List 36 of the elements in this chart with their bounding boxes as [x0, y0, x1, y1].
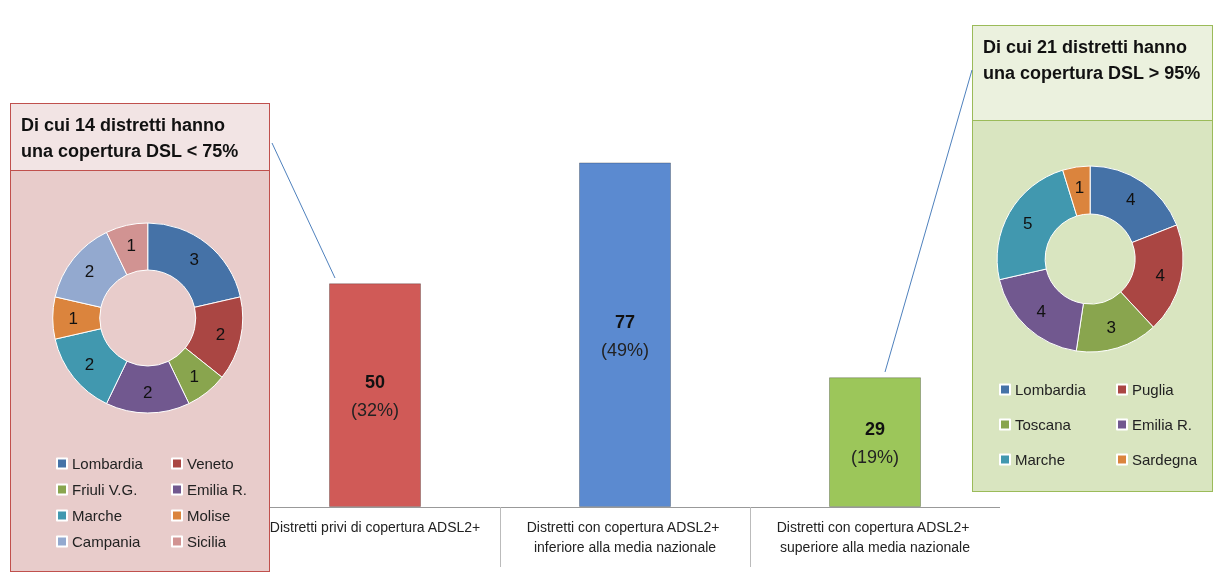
legend-label: Emilia R.	[1132, 416, 1193, 433]
data-label: 77 (49%)	[600, 311, 650, 360]
legend-label: Sicilia	[187, 533, 227, 550]
legend-label: Sardegna	[1132, 451, 1198, 468]
chart-title: Di cui 21 distretti hanno una copertura DSL > 95%	[973, 26, 1212, 121]
legend-label: Campania	[72, 533, 142, 550]
data-label: 2	[84, 262, 95, 282]
data-label: 2	[84, 354, 95, 374]
data-label: 3	[1106, 318, 1117, 338]
legend-label: Toscana	[1015, 416, 1072, 433]
data-label: 3	[189, 250, 199, 270]
x-tick-label: Distretti con copertura ADSL2+ inferiore alla media nazionale	[526, 519, 724, 555]
legend-label: Lombardia	[72, 455, 144, 472]
x-tick-label: Distretti con copertura ADSL2+ superiore alla media nazionale	[776, 519, 974, 555]
data-label: 1	[126, 235, 136, 255]
data-label: 5	[1023, 213, 1033, 233]
legend-label: Marche	[72, 507, 123, 524]
legend-label: Marche	[1015, 451, 1066, 468]
legend-label: Friuli V.G.	[72, 481, 138, 498]
data-label: 4	[1155, 265, 1166, 285]
data-label: 1	[189, 366, 199, 386]
chart-title: Di cui 14 distretti hanno una copertura DSL < 75%	[11, 104, 269, 171]
data-label: 2	[215, 325, 226, 345]
legend-label: Molise	[187, 507, 231, 524]
data-label: 4	[1036, 302, 1046, 322]
legend-label: Lombardia	[1015, 381, 1087, 398]
legend-label: Puglia	[1132, 381, 1175, 398]
data-label: 4	[1125, 190, 1136, 210]
x-tick-label: Distretti privi di copertura ADSL2+	[269, 519, 481, 535]
data-label: 1	[68, 308, 78, 328]
data-label: 2	[143, 383, 153, 402]
data-label: 1	[1074, 178, 1085, 198]
data-label: 29 (19%)	[850, 419, 900, 468]
legend-label: Veneto	[187, 455, 234, 472]
legend-label: Emilia R.	[187, 481, 248, 498]
data-label: 50 (32%)	[350, 372, 400, 421]
